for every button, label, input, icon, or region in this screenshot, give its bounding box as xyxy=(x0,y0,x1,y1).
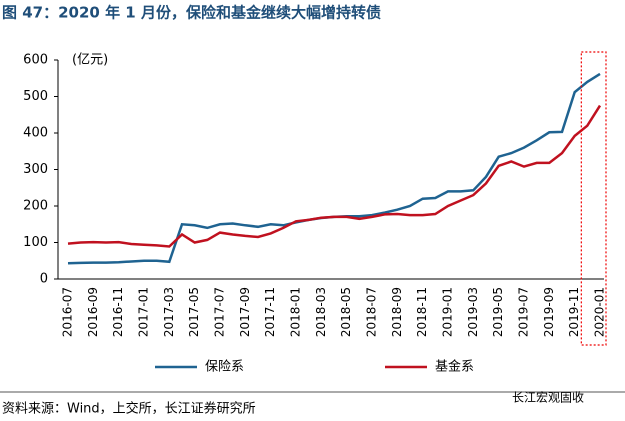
x-tick-label: 2016-07 xyxy=(61,287,75,337)
x-tick-label: 2019-03 xyxy=(466,287,480,337)
x-tick-label: 2017-11 xyxy=(263,287,277,337)
x-tick-label: 2017-01 xyxy=(137,287,151,337)
y-tick-label: 200 xyxy=(23,199,48,214)
x-tick-label: 2019-11 xyxy=(567,287,581,337)
series-line xyxy=(67,104,602,248)
unit-label: (亿元) xyxy=(72,53,108,68)
x-tick-label: 2019-01 xyxy=(441,287,455,337)
x-tick-label: 2016-09 xyxy=(86,287,100,337)
x-tick-label: 2017-05 xyxy=(187,287,201,337)
chart-title: 图 47：2020 年 1 月份，保险和基金继续大幅增持转债 xyxy=(2,4,381,22)
source: 资料来源：Wind，上交所，长江证券研究所 xyxy=(2,401,256,417)
x-tick-label: 2018-05 xyxy=(339,287,353,337)
x-tick-label: 2018-03 xyxy=(314,287,328,337)
x-tick-label: 2018-01 xyxy=(289,287,303,337)
x-tick-label: 2019-05 xyxy=(491,287,505,337)
y-tick-label: 400 xyxy=(23,126,48,141)
highlight-box xyxy=(580,51,607,346)
y-tick-label: 0 xyxy=(40,272,48,287)
x-tick-label: 2019-09 xyxy=(542,287,556,337)
y-tick-label: 600 xyxy=(23,53,48,68)
x-tick-label: 2019-07 xyxy=(517,287,531,337)
x-tick-label: 2018-09 xyxy=(390,287,404,337)
y-tick-label: 100 xyxy=(23,235,48,250)
legend-label: 保险系 xyxy=(205,360,244,375)
x-tick-label: 2020-01 xyxy=(593,287,607,337)
series-line xyxy=(67,72,601,265)
x-tick-label: 2017-03 xyxy=(162,287,176,337)
x-tick-label: 2018-11 xyxy=(415,287,429,337)
y-tick-label: 500 xyxy=(23,89,48,104)
x-tick-label: 2017-07 xyxy=(213,287,227,337)
y-tick-label: 300 xyxy=(23,162,48,177)
legend-label: 基金系 xyxy=(435,359,474,375)
x-tick-label: 2017-09 xyxy=(238,287,252,337)
x-tick-label: 2016-11 xyxy=(111,287,125,337)
x-tick-label: 2018-07 xyxy=(365,287,379,337)
watermark: 长江宏观固收 xyxy=(512,390,584,405)
